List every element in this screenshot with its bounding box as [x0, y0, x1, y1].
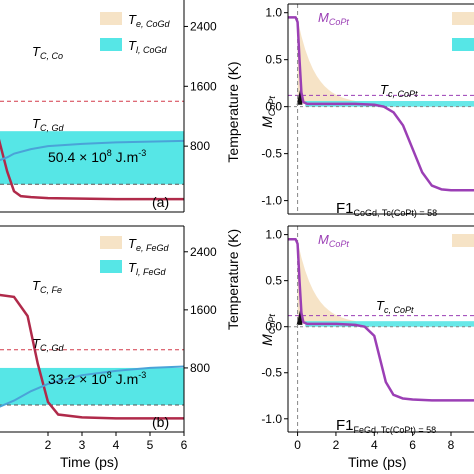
energy-density-label: 33.2 × 108 J.m-3	[48, 370, 146, 387]
temperature-ticks: 800 1600 2400	[184, 19, 217, 153]
x-tick-label: 4	[113, 438, 120, 452]
tc-label-gd: TC, Gd	[32, 116, 64, 133]
y-tick-label: 1.0	[265, 6, 282, 20]
temperature-ticks: 800 1600 2400	[184, 245, 217, 375]
y-tick-label: -0.5	[261, 366, 282, 380]
temperature-axis-label-top: Temperature (K)	[225, 61, 241, 162]
reference-lines	[288, 4, 474, 214]
x-tick-label: 2	[333, 438, 340, 452]
tc-label-co: TC, Co	[32, 44, 63, 61]
x-tick-label: 8	[448, 438, 455, 452]
y-tick-label: 0.5	[265, 53, 282, 67]
m-copt-label: MCoPt	[318, 232, 349, 249]
panel-top-right: 1.0 0.5 0.0 -0.5 -1.0 MCoPt Tc, CoPt F1CoGd,…	[259, 3, 474, 218]
series-t-lattice	[0, 139, 185, 162]
panel-top-left: Te, CoGd Tl, CoGd TC, Co TC, Gd 50.4 × 1…	[0, 0, 217, 213]
curie-lines	[0, 100, 184, 185]
legend-swatch-tl	[100, 260, 122, 273]
x-tick-label: 6	[181, 438, 188, 452]
tc-label-gd: TC, Gd	[32, 336, 64, 353]
temp-tick-label: 1600	[190, 303, 217, 317]
footer-label: F1FeGd, Tc(CoPt) = 58	[336, 417, 436, 435]
y-ticks: 1.0 0.5 0.0 -0.5 -1.0	[261, 228, 288, 426]
reference-lines	[288, 226, 474, 432]
electron-temp-area	[297, 239, 359, 324]
y-tick-label: 0.0	[265, 100, 282, 114]
x-tick-label: 5	[147, 438, 154, 452]
temp-tick-label: 800	[190, 361, 210, 375]
energy-density-label: 50.4 × 108 J.m-3	[48, 148, 146, 165]
y-tick-label: -1.0	[261, 194, 282, 208]
series-m-dark	[0, 293, 184, 420]
series-m-copt	[288, 237, 474, 402]
x-ticks: 2 3 4 5 6	[45, 432, 188, 452]
panel-bottom-right: 1.0 0.5 0.0 -0.5 -1.0 0 2 4 6 8 MCoPt Tc, CoPt F…	[259, 225, 474, 470]
legend-swatch-tl	[100, 38, 122, 51]
series-m-dark	[0, 138, 184, 201]
tc-label-fe: TC, Fe	[32, 278, 62, 295]
legend-swatch-te	[452, 234, 474, 247]
series-m-copt	[288, 16, 474, 192]
temp-tick-label: 800	[190, 139, 210, 153]
y-tick-label: 0.0	[265, 320, 282, 334]
x-axis-label: Time (ps)	[348, 454, 407, 470]
series-t-lattice	[0, 365, 185, 408]
panel-letter-a: (a)	[152, 194, 169, 210]
band-rect	[0, 131, 184, 185]
y-ticks: 1.0 0.5 0.0 -0.5 -1.0	[261, 6, 288, 208]
x-tick-label: 2	[45, 438, 52, 452]
footer-label: F1CoGd, Tc(CoPt) = 58	[336, 200, 437, 218]
legend-swatch-tl	[452, 38, 474, 51]
legend-swatch-te	[100, 236, 122, 249]
temp-tick-label: 2400	[190, 19, 217, 33]
legend-label-te: Te, CoGd	[128, 12, 170, 29]
m-copt-label: MCoPt	[318, 10, 349, 27]
x-tick-label: 4	[371, 438, 378, 452]
lattice-temp-band	[305, 101, 474, 107]
series-group	[0, 293, 185, 420]
tc-copt-label: Tc, CoPt	[376, 298, 414, 315]
temp-tick-label: 1600	[190, 79, 217, 93]
series-group	[0, 138, 185, 201]
curie-lines	[0, 349, 184, 406]
tc-copt-label: Tc, CoPt	[380, 82, 418, 99]
legend-label-te: Te, FeGd	[128, 236, 169, 253]
panel-letter-b: (b)	[152, 414, 169, 430]
y-tick-label: 0.5	[265, 274, 282, 288]
m-axis-label: MCoPt	[259, 96, 277, 128]
y-tick-label: -0.5	[261, 147, 282, 161]
lattice-temp-band	[305, 321, 474, 327]
series-group	[288, 16, 474, 192]
x-tick-label: 3	[79, 438, 86, 452]
panel-bottom-left: Te, FeGd Tl, FeGd TC, Fe TC, Gd 33.2 × 1…	[0, 225, 217, 470]
m-axis-label: MCoPt	[259, 314, 277, 346]
temp-tick-label: 2400	[190, 245, 217, 259]
legend-label-tl: Tl, CoGd	[128, 38, 167, 55]
legend-swatch-te	[452, 12, 474, 25]
y-tick-label: 1.0	[265, 228, 282, 242]
temperature-axis-label-bottom: Temperature (K)	[225, 229, 241, 330]
lattice-temperature-band	[0, 131, 184, 185]
legend-label-tl: Tl, FeGd	[128, 260, 166, 277]
x-tick-label: 0	[294, 438, 301, 452]
x-ticks: 0 2 4 6 8	[294, 432, 455, 452]
x-axis-label: Time (ps)	[60, 454, 119, 470]
y-tick-label: -1.0	[261, 412, 282, 426]
electron-temp-area	[297, 17, 359, 104]
series-group	[288, 237, 474, 402]
legend-swatch-te	[100, 12, 122, 25]
x-tick-label: 6	[409, 438, 416, 452]
